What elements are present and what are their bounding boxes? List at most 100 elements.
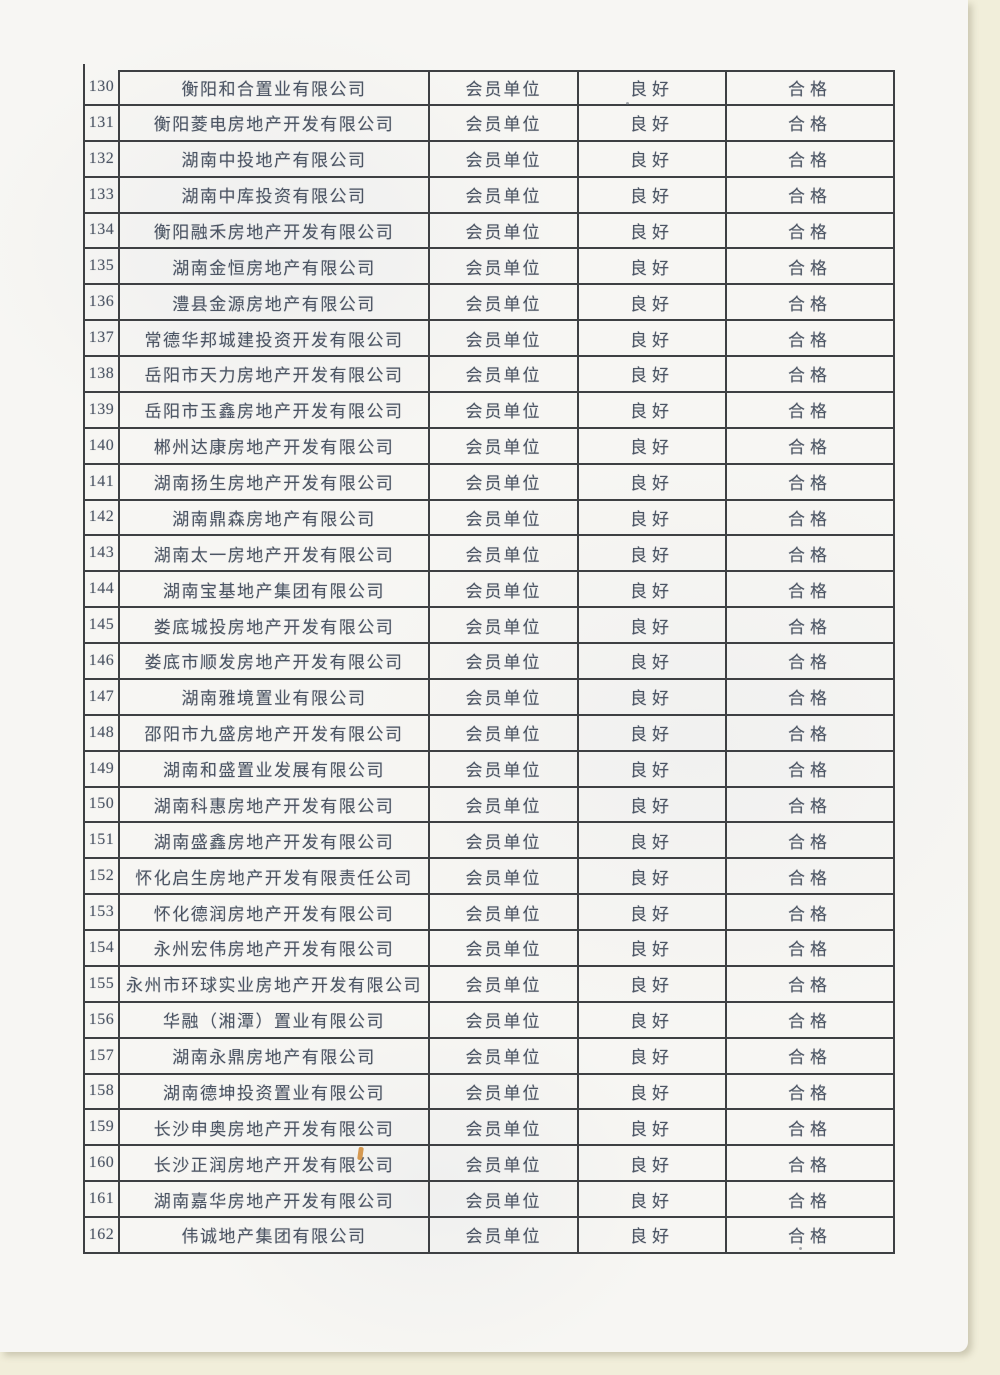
credit-rating-cell: 良好: [579, 715, 727, 752]
table-row: 157 湖南永鼎房地产有限公司 会员单位 良好 合格: [85, 1038, 895, 1075]
assessment-cell: 合格: [727, 428, 895, 465]
row-number-cell: 142: [85, 500, 120, 537]
membership-cell: 会员单位: [430, 1074, 579, 1111]
credit-rating-cell: 良好: [579, 249, 727, 286]
table-row: 135 湖南金恒房地产有限公司 会员单位 良好 合格: [85, 249, 895, 286]
credit-rating-cell: 良好: [579, 1146, 727, 1183]
membership-cell: 会员单位: [430, 1002, 579, 1039]
row-number-cell: 159: [85, 1110, 120, 1147]
row-number-cell: 139: [85, 392, 120, 429]
company-name-cell: 衡阳菱电房地产开发有限公司: [120, 105, 430, 142]
assessment-cell: 合格: [727, 1110, 895, 1147]
company-name-cell: 湖南中库投资有限公司: [120, 177, 430, 214]
row-number-cell: 143: [85, 536, 120, 573]
row-number-cell: 153: [85, 895, 120, 931]
results-table: 130 衡阳和合置业有限公司 会员单位 良好 合格 131 衡阳菱电房地产开发有限公司 会员单…: [83, 70, 895, 1254]
membership-cell: 会员单位: [430, 644, 579, 680]
row-number-cell: 162: [85, 1218, 120, 1254]
table-row: 134 衡阳融禾房地产开发有限公司 会员单位 良好 合格: [85, 213, 895, 250]
credit-rating-cell: 良好: [579, 428, 727, 465]
company-name-cell: 澧县金源房地产有限公司: [120, 285, 430, 322]
membership-cell: 会员单位: [430, 428, 579, 465]
assessment-cell: 合格: [727, 500, 895, 537]
table-row: 137 常德华邦城建投资开发有限公司 会员单位 良好 合格: [85, 321, 895, 357]
row-number-cell: 140: [85, 428, 120, 465]
assessment-cell: 合格: [727, 464, 895, 501]
assessment-cell: 合格: [727, 751, 895, 788]
row-number-cell: 158: [85, 1074, 120, 1111]
company-name-cell: 湖南雅境置业有限公司: [120, 679, 430, 716]
row-number-cell: 134: [85, 213, 120, 250]
row-number-cell: 155: [85, 966, 120, 1003]
assessment-cell: 合格: [727, 1182, 895, 1218]
membership-cell: 会员单位: [430, 751, 579, 788]
membership-cell: 会员单位: [430, 679, 579, 716]
credit-rating-cell: 良好: [579, 895, 727, 931]
row-number-cell: 150: [85, 787, 120, 824]
company-name-cell: 娄底市顺发房地产开发有限公司: [120, 644, 430, 680]
table-row: 161 湖南嘉华房地产开发有限公司 会员单位 良好 合格: [85, 1182, 895, 1218]
company-name-cell: 衡阳和合置业有限公司: [120, 70, 430, 106]
table-row: 138 岳阳市天力房地产开发有限公司 会员单位 良好 合格: [85, 357, 895, 393]
membership-cell: 会员单位: [430, 464, 579, 501]
company-name-cell: 伟诚地产集团有限公司: [120, 1218, 430, 1254]
membership-cell: 会员单位: [430, 249, 579, 286]
row-number-cell: 137: [85, 321, 120, 357]
table-row: 146 娄底市顺发房地产开发有限公司 会员单位 良好 合格: [85, 644, 895, 680]
company-name-cell: 永州宏伟房地产开发有限公司: [120, 931, 430, 967]
row-number-cell: 157: [85, 1038, 120, 1075]
membership-cell: 会员单位: [430, 572, 579, 609]
company-name-cell: 湖南德坤投资置业有限公司: [120, 1074, 430, 1111]
company-name-cell: 湖南盛鑫房地产开发有限公司: [120, 823, 430, 860]
credit-rating-cell: 良好: [579, 751, 727, 788]
credit-rating-cell: 良好: [579, 1110, 727, 1147]
membership-cell: 会员单位: [430, 177, 579, 214]
credit-rating-cell: 良好: [579, 644, 727, 680]
credit-rating-cell: 良好: [579, 1038, 727, 1075]
membership-cell: 会员单位: [430, 500, 579, 537]
membership-cell: 会员单位: [430, 895, 579, 931]
company-name-cell: 湖南太一房地产开发有限公司: [120, 536, 430, 573]
row-number-cell: 131: [85, 105, 120, 142]
company-name-cell: 岳阳市玉鑫房地产开发有限公司: [120, 392, 430, 429]
membership-cell: 会员单位: [430, 931, 579, 967]
membership-cell: 会员单位: [430, 392, 579, 429]
assessment-cell: 合格: [727, 357, 895, 393]
company-name-cell: 湖南科惠房地产开发有限公司: [120, 787, 430, 824]
assessment-cell: 合格: [727, 859, 895, 896]
membership-cell: 会员单位: [430, 70, 579, 106]
table-row: 156 华融（湘潭）置业有限公司 会员单位 良好 合格: [85, 1002, 895, 1039]
credit-rating-cell: 良好: [579, 500, 727, 537]
assessment-cell: 合格: [727, 285, 895, 322]
membership-cell: 会员单位: [430, 715, 579, 752]
table-row: 131 衡阳菱电房地产开发有限公司 会员单位 良好 合格: [85, 105, 895, 142]
assessment-cell: 合格: [727, 1218, 895, 1254]
credit-rating-cell: 良好: [579, 787, 727, 824]
table-row: 160 长沙正润房地产开发有限公司 会员单位 良好 合格: [85, 1146, 895, 1183]
table-row: 159 长沙申奥房地产开发有限公司 会员单位 良好 合格: [85, 1110, 895, 1147]
company-name-cell: 娄底城投房地产开发有限公司: [120, 608, 430, 644]
assessment-cell: 合格: [727, 177, 895, 214]
table-row: 153 怀化德润房地产开发有限公司 会员单位 良好 合格: [85, 895, 895, 931]
table-row: 139 岳阳市玉鑫房地产开发有限公司 会员单位 良好 合格: [85, 392, 895, 429]
table-left-border-tick: [83, 64, 85, 71]
assessment-cell: 合格: [727, 321, 895, 357]
credit-rating-cell: 良好: [579, 1074, 727, 1111]
credit-rating-cell: 良好: [579, 966, 727, 1003]
row-number-cell: 151: [85, 823, 120, 860]
credit-rating-cell: 良好: [579, 392, 727, 429]
company-name-cell: 湖南永鼎房地产有限公司: [120, 1038, 430, 1075]
credit-rating-cell: 良好: [579, 572, 727, 609]
credit-rating-cell: 良好: [579, 536, 727, 573]
row-number-cell: 130: [85, 70, 120, 106]
membership-cell: 会员单位: [430, 859, 579, 896]
company-name-cell: 湖南扬生房地产开发有限公司: [120, 464, 430, 501]
row-number-cell: 141: [85, 464, 120, 501]
company-name-cell: 郴州达康房地产开发有限公司: [120, 428, 430, 465]
credit-rating-cell: 良好: [579, 859, 727, 896]
table-row: 130 衡阳和合置业有限公司 会员单位 良好 合格: [85, 70, 895, 106]
credit-rating-cell: 良好: [579, 608, 727, 644]
table-row: 150 湖南科惠房地产开发有限公司 会员单位 良好 合格: [85, 787, 895, 824]
assessment-cell: 合格: [727, 536, 895, 573]
membership-cell: 会员单位: [430, 966, 579, 1003]
